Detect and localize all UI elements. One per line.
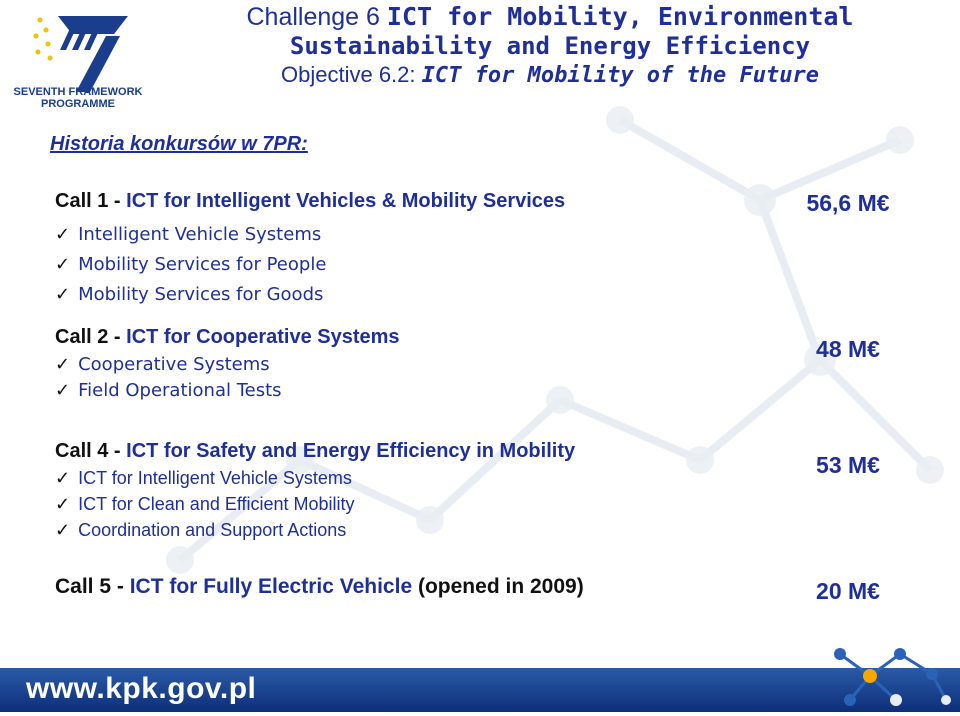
title-line-2: Sustainability and Energy Efficiency [289,32,811,60]
call-4-item: ✓ ICT for Intelligent Vehicle Systems [55,468,352,488]
call-2-item: ✓ Field Operational Tests [55,380,282,401]
title-line-3: Objective 6.2: ICT for Mobility of the F… [170,62,930,88]
call-2-amount: 48 M€ [816,336,880,362]
check-icon: ✓ [55,284,71,305]
logo-line-1: SEVENTH FRAMEWORK [13,86,143,98]
call-1-item: ✓ Intelligent Vehicle Systems [55,224,322,245]
title-challenge: Challenge 6 [246,3,380,31]
call-4-name: ICT for Safety and Energy Efficiency in … [126,440,576,462]
call-1-item: ✓ Mobility Services for Goods [55,284,324,305]
call-4-item: ✓ Coordination and Support Actions [55,520,347,540]
call-5-note: (opened in 2009) [417,575,584,598]
footer-url[interactable]: www.kpk.gov.pl [26,672,257,705]
check-icon: ✓ [55,494,71,514]
call-1-prefix: Call 1 - [55,190,121,212]
call-4-heading: Call 4 - ICT for Safety and Energy Effic… [55,440,575,463]
check-icon: ✓ [55,468,71,488]
call-2-item: ✓ Cooperative Systems [55,354,270,375]
call-4-item: ✓ ICT for Clean and Efficient Mobility [55,494,355,514]
call-5-heading: Call 5 - ICT for Fully Electric Vehicle … [55,575,584,599]
title-objective: Objective 6.2: [281,62,416,87]
check-icon: ✓ [55,380,71,401]
call-4-prefix: Call 4 - [55,440,121,462]
title-objective-name: ICT for Mobility of the Future [421,63,819,88]
call-5-name: ICT for Fully Electric Vehicle [129,575,413,598]
call-2-prefix: Call 2 - [55,326,121,348]
check-icon: ✓ [55,224,71,245]
title-line-1: Challenge 6 ICT for Mobility, Environmen… [170,2,930,32]
call-1-heading: Call 1 - ICT for Intelligent Vehicles & … [55,190,565,213]
call-4-amount: 53 M€ [816,452,880,478]
call-2-heading: Call 2 - ICT for Cooperative Systems [55,326,400,349]
footer-band [0,668,960,712]
title-challenge-name: ICT for Mobility, Environmental [386,2,854,31]
call-5-amount: 20 M€ [816,578,880,604]
call-1-name: ICT for Intelligent Vehicles & Mobility … [126,190,566,212]
call-5-prefix: Call 5 - [55,575,124,598]
section-heading: Historia konkursów w 7PR: [50,133,308,155]
logo-line-2: PROGRAMME [41,98,115,110]
background-network-decoration [166,106,944,574]
call-1-amount: 56,6 M€ [806,190,890,216]
check-icon: ✓ [55,254,71,275]
network-logo-icon [834,648,951,706]
fp7-logo [33,16,128,92]
check-icon: ✓ [55,354,71,375]
call-1-item: ✓ Mobility Services for People [55,254,327,275]
check-icon: ✓ [55,520,71,540]
call-2-name: ICT for Cooperative Systems [126,326,400,348]
